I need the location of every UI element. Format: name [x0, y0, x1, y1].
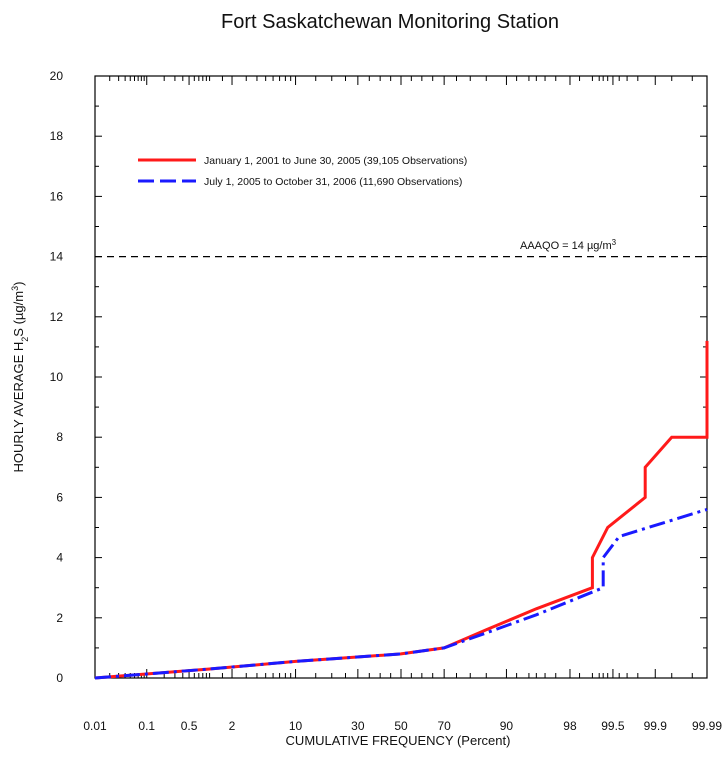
y-axis-label-sub-2: 2	[20, 337, 30, 342]
y-tick-label: 2	[56, 611, 63, 625]
x-tick-label: 30	[351, 719, 365, 733]
x-tick-label: 99.99	[692, 719, 722, 733]
y-tick-label: 14	[50, 250, 64, 264]
x-tick-label: 99.9	[644, 719, 668, 733]
x-tick-label: 0.1	[138, 719, 155, 733]
legend-label-series-2: July 1, 2005 to October 31, 2006 (11,690…	[204, 176, 462, 188]
y-axis-label-sup-4: 3	[10, 286, 20, 291]
legend: January 1, 2001 to June 30, 2005 (39,105…	[138, 155, 467, 188]
y-tick-label: 16	[50, 189, 64, 203]
y-tick-label: 0	[56, 671, 63, 685]
x-tick-label: 0.5	[181, 719, 198, 733]
y-tick-label: 10	[50, 370, 64, 384]
x-tick-label: 10	[289, 719, 303, 733]
x-tick-label: 98	[563, 719, 577, 733]
series-layer	[94, 340, 709, 680]
y-tick-label: 18	[50, 129, 64, 143]
y-axis-label: HOURLY AVERAGE H2S (µg/m3)	[10, 282, 30, 473]
legend-label-series-1: January 1, 2001 to June 30, 2005 (39,105…	[204, 155, 467, 167]
x-tick-label: 90	[500, 719, 514, 733]
x-tick-label: 0.01	[83, 719, 107, 733]
x-tick-label: 50	[394, 719, 408, 733]
y-axis-label-part-1: HOURLY AVERAGE H	[11, 342, 26, 473]
x-tick-label: 2	[229, 719, 236, 733]
chart-title: Fort Saskatchewan Monitoring Station	[221, 11, 559, 33]
y-tick-label: 8	[56, 430, 63, 444]
x-tick-label: 70	[437, 719, 451, 733]
y-tick-label: 20	[50, 69, 64, 83]
reference-label: AAAQO = 14 µg/m3	[520, 238, 617, 253]
reference-label-main: AAAQO = 14 µg/m	[520, 240, 612, 252]
x-tick-label: 99.5	[601, 719, 625, 733]
series-line-2	[94, 507, 708, 680]
x-axis-label: CUMULATIVE FREQUENCY (Percent)	[286, 733, 511, 748]
y-tick-label: 12	[50, 310, 64, 324]
series-line-1	[94, 340, 709, 680]
reference-label-sup: 3	[612, 238, 617, 247]
y-axis-label-part-5: )	[11, 282, 26, 286]
y-tick-label: 4	[56, 551, 63, 565]
y-tick-label: 6	[56, 490, 63, 504]
y-axis-label-part-3: S (µg/m	[11, 291, 26, 337]
x-axis-ticks: 0.01 0.1 0.5 2 10 30 50 70 90 98 99.5 99.9 99.99	[83, 76, 722, 733]
